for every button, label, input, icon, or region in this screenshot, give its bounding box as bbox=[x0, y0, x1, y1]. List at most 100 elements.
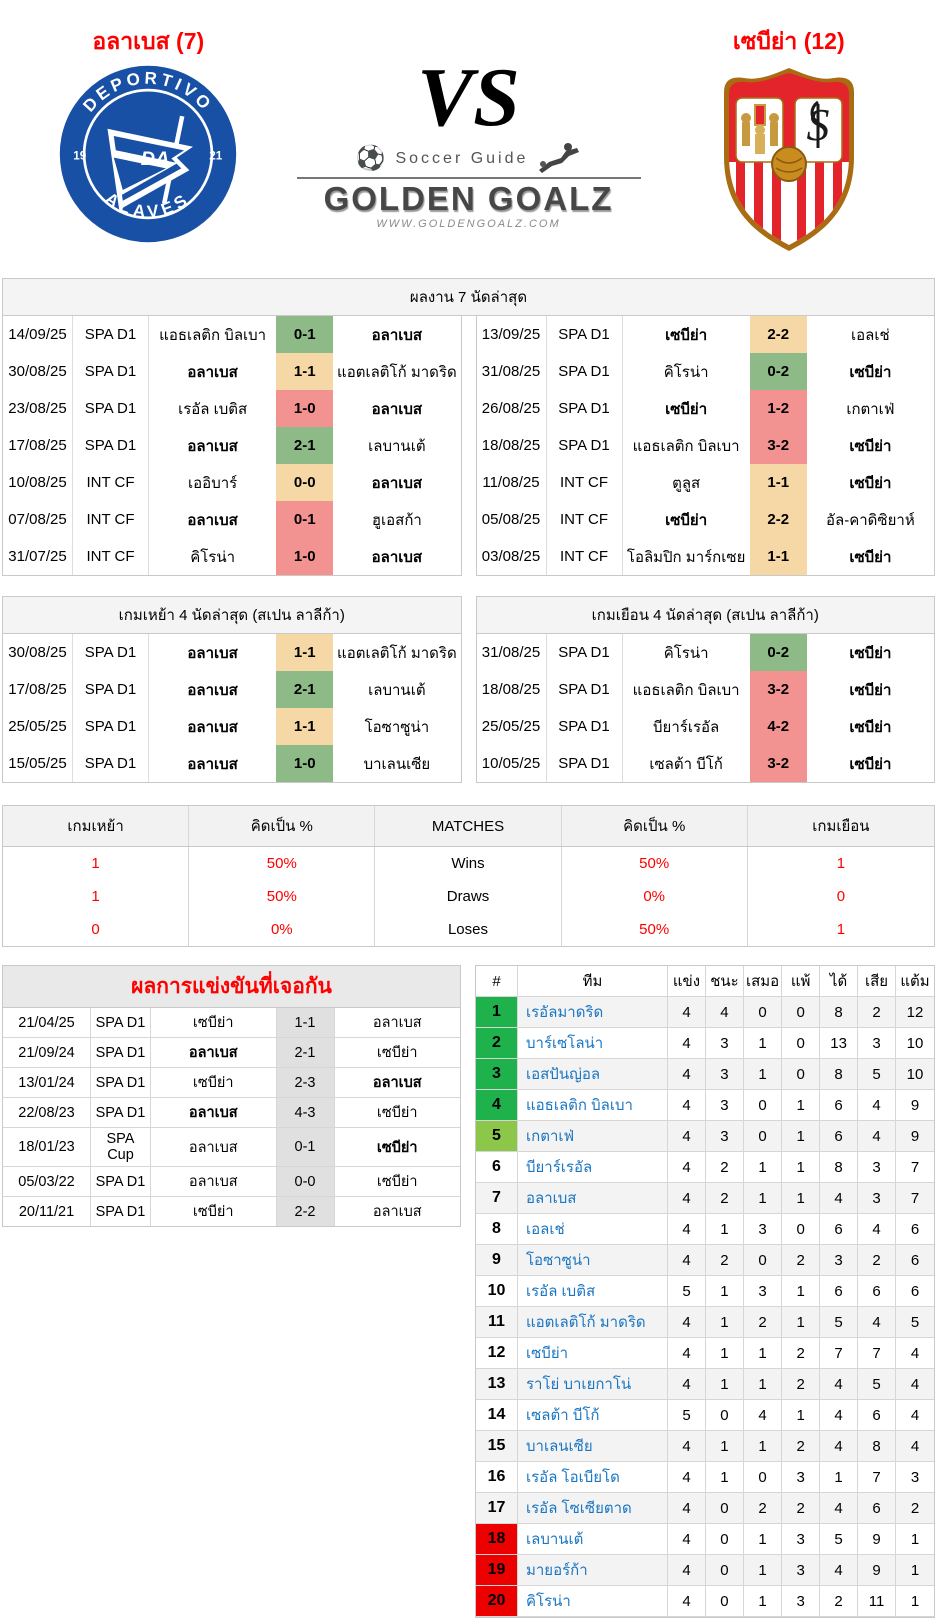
stat-value: 4 bbox=[820, 1555, 858, 1586]
stat-value: 1 bbox=[706, 1462, 744, 1493]
stat-value: 4 bbox=[668, 997, 706, 1028]
league-label: SPA D1 bbox=[91, 1038, 151, 1067]
stat-value: 1 bbox=[706, 1338, 744, 1369]
stat-value: 0% bbox=[562, 880, 748, 913]
team-link[interactable]: แอธเลติก บิลเบา bbox=[526, 1093, 633, 1117]
team-link[interactable]: เอสปันญ่อล bbox=[526, 1062, 600, 1086]
league-label: SPA D1 bbox=[91, 1068, 151, 1097]
team-name: เซบีย่า bbox=[807, 427, 934, 464]
team-name: อลาเบส bbox=[151, 1038, 277, 1067]
team-link[interactable]: มายอร์ก้า bbox=[526, 1558, 588, 1582]
stat-value: 1 bbox=[896, 1524, 934, 1555]
team-link[interactable]: เกตาเฟ่ bbox=[526, 1124, 574, 1148]
stat-value: 4 bbox=[668, 1307, 706, 1338]
score-badge: 0-1 bbox=[276, 501, 333, 538]
alaves-logo: DEPORTIVO ALAVÉS 19 21 DA bbox=[58, 64, 238, 244]
team-name: เลบานเต้ bbox=[333, 671, 460, 708]
rank-cell: 13 bbox=[476, 1369, 518, 1400]
rank-cell: 19 bbox=[476, 1555, 518, 1586]
team-cell: เซลต้า บีโก้ bbox=[518, 1400, 668, 1431]
team-link[interactable]: บาเลนเซีย bbox=[526, 1434, 593, 1458]
stat-value: 4 bbox=[668, 1369, 706, 1400]
team-link[interactable]: เลบานเต้ bbox=[526, 1527, 583, 1551]
team-link[interactable]: คิโรน่า bbox=[526, 1589, 571, 1613]
team-link[interactable]: ราโย่ บาเยกาโน่ bbox=[526, 1372, 631, 1396]
stat-value: 2 bbox=[706, 1152, 744, 1183]
stat-value: 3 bbox=[858, 1028, 896, 1059]
team-link[interactable]: เรอัล เบติส bbox=[526, 1279, 595, 1303]
rank-cell: 14 bbox=[476, 1400, 518, 1431]
sevilla-monogram: S bbox=[806, 99, 829, 150]
stat-value: 4 bbox=[706, 997, 744, 1028]
team-link[interactable]: เรอัลมาดริด bbox=[526, 1000, 603, 1024]
team-cell: เอลเช่ bbox=[518, 1214, 668, 1245]
team-cell: เรอัล โอเบียโด bbox=[518, 1462, 668, 1493]
team-link[interactable]: เอลเช่ bbox=[526, 1217, 565, 1241]
match-date: 17/08/25 bbox=[3, 427, 73, 464]
stat-value: 0 bbox=[744, 1121, 782, 1152]
team-link[interactable]: บาร์เซโลน่า bbox=[526, 1031, 603, 1055]
team-link[interactable]: อลาเบส bbox=[526, 1186, 576, 1210]
stat-value: 2 bbox=[782, 1245, 820, 1276]
stat-value: 11 bbox=[858, 1586, 896, 1617]
stat-value: 8 bbox=[820, 1152, 858, 1183]
stat-value: 4 bbox=[820, 1493, 858, 1524]
team-link[interactable]: เซบีย่า bbox=[526, 1341, 568, 1365]
league-label: INT CF bbox=[547, 538, 623, 575]
rank-cell: 18 bbox=[476, 1524, 518, 1555]
team-name: อลาเบส bbox=[149, 671, 276, 708]
team-name: เรอัล เบติส bbox=[149, 390, 276, 427]
stat-label: Wins bbox=[375, 847, 561, 880]
team-link[interactable]: บียาร์เรอัล bbox=[526, 1155, 592, 1179]
stat-value: 5 bbox=[858, 1059, 896, 1090]
stat-value: 1 bbox=[706, 1307, 744, 1338]
team-link[interactable]: เรอัล โซเซียตาด bbox=[526, 1496, 632, 1520]
team-link[interactable]: แอตเลติโก้ มาดริด bbox=[526, 1310, 646, 1334]
sevilla-logo: S bbox=[713, 64, 865, 252]
team-link[interactable]: โอซาซูน่า bbox=[526, 1248, 591, 1272]
team-name: อลาเบส bbox=[333, 538, 460, 575]
score-badge: 0-0 bbox=[277, 1167, 335, 1196]
stat-value: 1 bbox=[896, 1586, 934, 1617]
stat-label: Draws bbox=[375, 880, 561, 913]
league-label: SPA D1 bbox=[73, 316, 149, 353]
team-name: อลาเบส bbox=[149, 353, 276, 390]
stat-value: 4 bbox=[668, 1121, 706, 1152]
match-date: 03/08/25 bbox=[477, 538, 547, 575]
match-date: 05/08/25 bbox=[477, 501, 547, 538]
match-date: 20/11/21 bbox=[3, 1197, 91, 1226]
team-name: อลาเบส bbox=[151, 1098, 277, 1127]
score-badge: 1-0 bbox=[276, 390, 333, 427]
stat-value: 7 bbox=[858, 1338, 896, 1369]
stat-value: 2 bbox=[706, 1183, 744, 1214]
stat-value: 4 bbox=[820, 1400, 858, 1431]
stat-value: 1 bbox=[744, 1152, 782, 1183]
league-label: INT CF bbox=[73, 538, 149, 575]
team-cell: เรอัลมาดริด bbox=[518, 997, 668, 1028]
team-name: อลาเบส bbox=[335, 1008, 461, 1037]
rank-cell: 3 bbox=[476, 1059, 518, 1090]
team-link[interactable]: เซลต้า บีโก้ bbox=[526, 1403, 600, 1427]
team-name: เซบีย่า bbox=[335, 1038, 461, 1067]
team-name: เซบีย่า bbox=[807, 353, 934, 390]
match-date: 18/08/25 bbox=[477, 427, 547, 464]
stat-value: 1 bbox=[706, 1369, 744, 1400]
stat-value: 1 bbox=[706, 1214, 744, 1245]
team-link[interactable]: เรอัล โอเบียโด bbox=[526, 1465, 620, 1489]
match-date: 31/08/25 bbox=[477, 634, 547, 671]
stat-value: 0 bbox=[706, 1400, 744, 1431]
stat-value: 1 bbox=[744, 1059, 782, 1090]
stat-value: 0 bbox=[3, 913, 189, 946]
stat-value: 5 bbox=[858, 1369, 896, 1400]
score-badge: 0-1 bbox=[276, 316, 333, 353]
team-name: อลาเบส bbox=[151, 1128, 277, 1166]
